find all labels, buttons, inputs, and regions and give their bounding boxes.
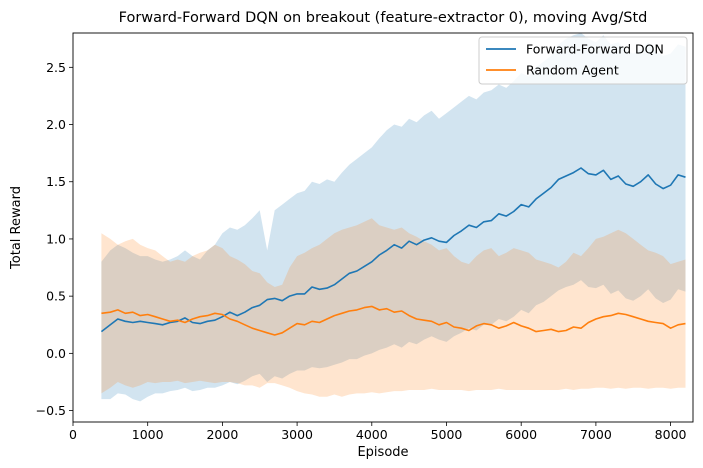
axes-frame	[72, 32, 694, 423]
legend-box	[478, 36, 688, 85]
x-tick-label: 6000	[505, 427, 537, 442]
forward-forward-dqn-mean-line	[100, 167, 686, 333]
legend-label-forward-forward-dqn: Forward-Forward DQN	[526, 42, 664, 57]
x-tick-label: 7000	[580, 427, 612, 442]
axis-ticks: 0 1000 2000 3000 4000 5000 6000 7000 8000 −0.5 0.0…	[36, 60, 687, 442]
x-tick-label: 8000	[655, 427, 687, 442]
x-tick-label: 5000	[431, 427, 463, 442]
y-tick-label: 1.0	[46, 231, 66, 246]
x-axis-label: Episode	[357, 445, 408, 460]
y-tick-label: 1.5	[46, 174, 66, 189]
forward-forward-dqn-std-band	[101, 33, 686, 402]
x-tick-label: 1000	[132, 427, 164, 442]
y-tick-label: −0.5	[36, 403, 66, 418]
legend-label-random-agent: Random Agent	[526, 63, 619, 78]
chart-title: Forward-Forward DQN on breakout (feature…	[119, 10, 648, 26]
y-tick-label: 0.0	[46, 346, 66, 361]
x-tick-label: 4000	[356, 427, 388, 442]
y-tick-label: 2.5	[46, 60, 66, 75]
y-tick-label: 2.0	[46, 117, 66, 132]
y-axis-label: Total Reward	[9, 186, 24, 270]
random-agent-mean-line	[101, 305, 686, 336]
x-tick-label: 2000	[206, 427, 238, 442]
legend: Forward-Forward DQN Random Agent	[478, 36, 688, 85]
y-tick-label: 0.5	[46, 289, 66, 304]
random-agent-std-band	[101, 218, 686, 397]
plot-area	[100, 33, 686, 402]
x-tick-label: 0	[69, 427, 77, 442]
x-tick-label: 3000	[281, 427, 313, 442]
